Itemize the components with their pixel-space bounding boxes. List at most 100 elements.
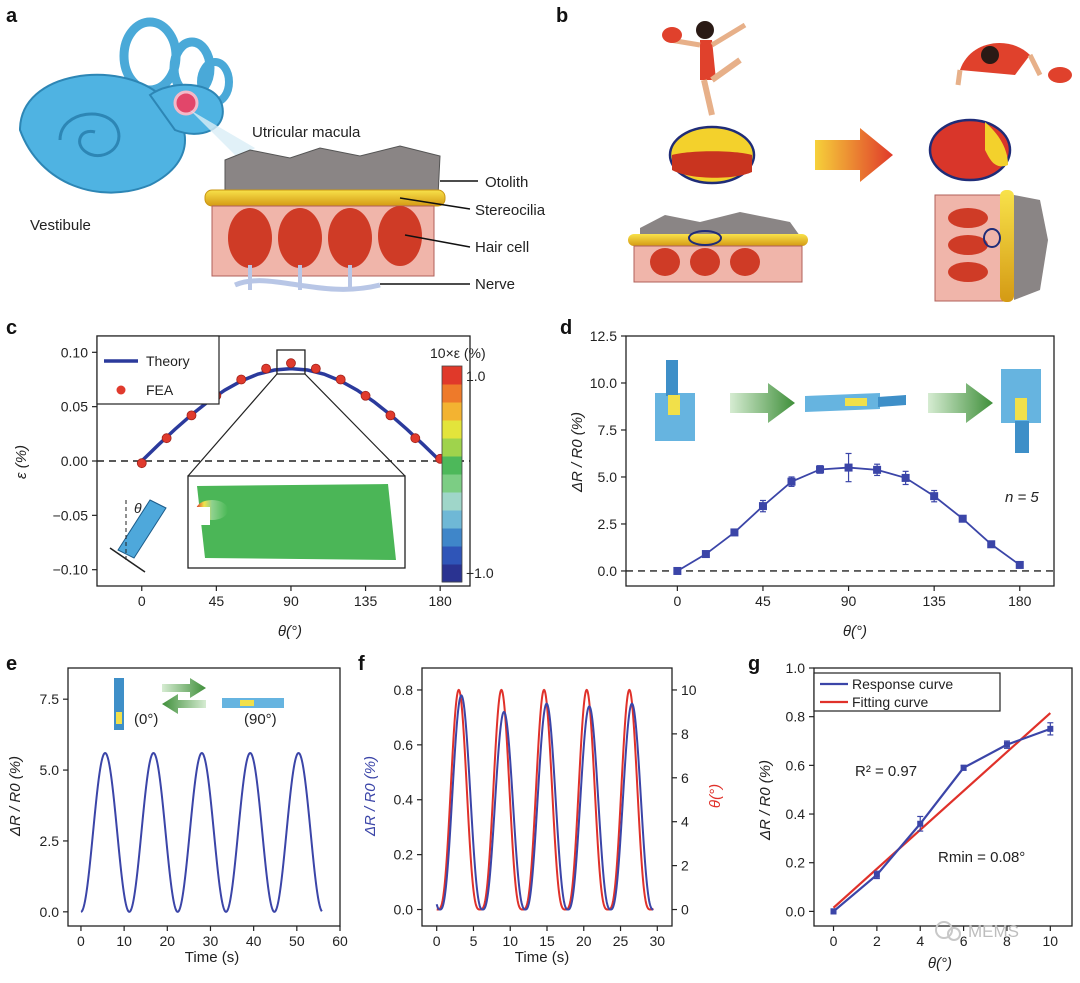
chart-d-sensor-midway-stem	[878, 395, 906, 407]
panel-letter-c: c	[6, 317, 17, 339]
chart-c-colorbar-cell	[442, 402, 462, 421]
gymnast-standing-illustration	[662, 21, 747, 116]
chart-d-xtick-label: 45	[755, 593, 771, 609]
chart-g-r2: R² = 0.97	[855, 763, 917, 780]
chart-d-ytick-label: 5.0	[598, 469, 618, 485]
chart-e: 0 10 20 30 40 50 60 0.0 2.5 5.0 7.5	[40, 667, 348, 949]
chart-g-xtick-label: 4	[916, 933, 924, 949]
chart-c-fea-point	[261, 363, 271, 374]
chart-f-ylabel-left: ΔR / R0 (%)	[362, 756, 379, 837]
vestibule-illustration	[18, 17, 255, 194]
chart-c-texts: Theory FEA 10×ε (%) 1.0 −1.0 θ(°) ε (%)	[13, 345, 494, 640]
chart-d-sensor-inverted-gauge	[1015, 398, 1027, 420]
inset-cell-upright	[672, 151, 752, 178]
chart-g-legend-fitting: Fitting curve	[852, 694, 928, 710]
chart-e-texts: (0°) (90°) Time (s) ΔR / R0 (%)	[7, 711, 277, 966]
chart-f-ytick-label: 0.6	[394, 737, 414, 753]
chart-c-sketch-ground	[109, 547, 146, 573]
macula-small-illustration	[628, 212, 808, 283]
chart-e-xtick-label: 0	[77, 933, 85, 949]
chart-c-colorbar-cell	[442, 510, 462, 529]
chart-d-sensor-upright-gauge	[668, 395, 680, 415]
chart-g-ylabel: ΔR / R0 (%)	[757, 760, 774, 841]
chart-d-annotation: n = 5	[1005, 489, 1039, 506]
chart-g-point	[830, 908, 837, 915]
hair-cell-label: Hair cell	[475, 239, 529, 256]
chart-g-ytick-label: 0.2	[786, 855, 806, 871]
chart-d-point	[787, 477, 796, 486]
macula-tilted-illustration	[934, 190, 1048, 302]
chart-d-xlabel: θ(°)	[843, 623, 867, 640]
chart-c-colorbar-cell	[442, 384, 462, 403]
chart-f-xtick-label: 25	[613, 933, 629, 949]
chart-d-sensor-midway-gauge	[845, 398, 867, 406]
chart-c-colorbar-cell	[442, 546, 462, 565]
chart-g-legend-box	[813, 672, 1001, 712]
watermark: MEMS	[935, 921, 1019, 941]
chart-c-fea-point	[136, 458, 147, 469]
chart-e-xtick-label: 30	[203, 933, 219, 949]
chart-d-arrow-2	[928, 383, 993, 423]
chart-e-xlabel: Time (s)	[185, 949, 239, 966]
inset-tilted-gel	[985, 122, 1008, 167]
chart-e-ytick-label: 7.5	[40, 691, 60, 707]
chart-c-colorbar-cell	[442, 492, 462, 511]
chart-c-ytick-label: −0.05	[53, 507, 89, 523]
chart-c-fea-point	[335, 374, 346, 385]
chart-d-arrow-1	[730, 383, 795, 423]
chart-c-colorbar-cell	[442, 366, 462, 385]
chart-c-legend-fea: FEA	[146, 382, 174, 398]
chart-d-point	[701, 550, 710, 559]
chart-c-zoom-box	[276, 349, 306, 375]
chart-f-xtick-label: 30	[650, 933, 666, 949]
chart-d-point	[987, 540, 996, 549]
chart-e-xtick-label: 60	[332, 933, 348, 949]
nerve-label: Nerve	[475, 276, 515, 293]
chart-g-ytick-label: 0.6	[786, 757, 806, 773]
chart-d-point	[901, 473, 910, 482]
chart-g-xtick-label: 0	[830, 933, 838, 949]
chart-e-xtick-label: 20	[160, 933, 176, 949]
chart-c-xtick-label: 180	[428, 593, 452, 609]
chart-g-point	[1047, 725, 1054, 732]
chart-f-right-ytick-label: 8	[681, 726, 689, 742]
chart-g-frame	[813, 667, 1073, 927]
chart-c-colorbar-cell	[442, 528, 462, 547]
chart-d-xtick-label: 135	[922, 593, 946, 609]
chart-c-colorbar-cell	[442, 564, 462, 583]
chart-d-ytick-label: 0.0	[598, 563, 618, 579]
chart-g-ytick-label: 0.4	[786, 806, 806, 822]
chart-f-ytick-label: 0.4	[394, 792, 414, 808]
chart-e-frame	[67, 667, 341, 927]
chart-d-point	[673, 566, 682, 575]
chart-g-point	[917, 820, 924, 827]
macula-pointers	[380, 180, 478, 285]
chart-d-sensor-inverted-stem	[1015, 421, 1029, 453]
chart-e-sensor-upright-gauge	[116, 712, 122, 724]
chart-c-zoom-line-right	[304, 373, 406, 477]
chart-c-fea-point	[236, 374, 247, 385]
chart-c-colorbar-cell	[442, 474, 462, 493]
chart-c-colorbar-cell	[442, 438, 462, 457]
chart-f-ytick-label: 0.2	[394, 847, 414, 863]
chart-c-fea-point	[286, 358, 296, 369]
chart-c-zoom-line-left	[187, 373, 278, 477]
chart-f-response-line	[435, 694, 654, 911]
chart-d-sensor-upright-stem	[666, 360, 678, 396]
chart-c-ytick-label: −0.10	[53, 562, 89, 578]
chart-c-legend-box	[96, 335, 220, 405]
chart-d-frame	[625, 335, 1055, 587]
chart-e-xtick-label: 40	[246, 933, 262, 949]
chart-d-point	[844, 463, 853, 472]
chart-d-point	[873, 465, 882, 474]
chart-e-arrow-right	[162, 678, 206, 698]
otolith-label: Otolith	[485, 174, 528, 191]
chart-f-right-ytick-label: 2	[681, 858, 689, 874]
chart-c-xtick-label: 135	[354, 593, 378, 609]
gymnast-bending-illustration	[955, 43, 1072, 86]
chart-g-xtick-label: 8	[1003, 933, 1011, 949]
chart-c-ytick-label: 0.00	[61, 453, 88, 469]
chart-c-inset-notch	[196, 507, 210, 525]
chart-d-point	[958, 514, 967, 523]
chart-c-ylabel: ε (%)	[13, 445, 30, 479]
